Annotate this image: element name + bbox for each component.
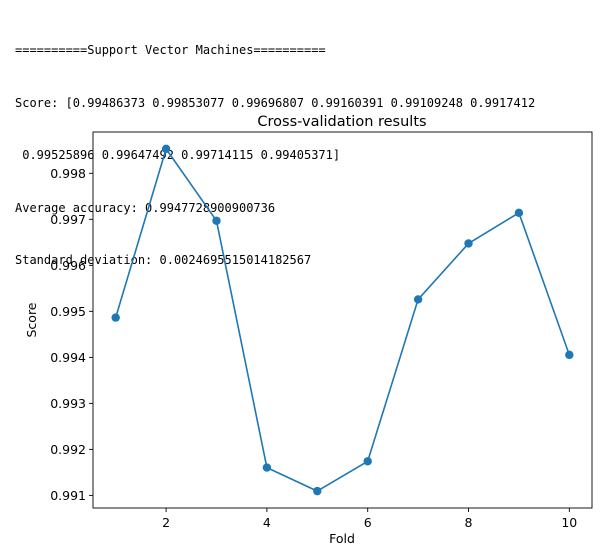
data-point: [464, 239, 473, 248]
console-line-average: Average accuracy: 0.9947728900900736: [15, 200, 276, 215]
console-line-score-cont: 0.99525896 0.99647492 0.99714115 0.99405…: [15, 148, 341, 162]
data-point: [363, 457, 372, 466]
y-tick-label: 0.994: [50, 350, 86, 365]
plot-area: 2 4 6 8 10 0.991 0.992 0.993 0.994 0.995 0.996 0.99…: [50, 131, 593, 530]
x-tick-label: 10: [561, 515, 577, 530]
data-point: [212, 216, 221, 225]
y-tick-label: 0.992: [50, 442, 86, 457]
data-point: [413, 295, 423, 304]
y-tick-label: 0.993: [50, 396, 86, 411]
y-tick-label: 0.991: [50, 488, 86, 503]
x-tick-label: 4: [263, 515, 271, 530]
x-tick-label: 8: [465, 515, 473, 530]
x-axis-label: Fold: [329, 531, 355, 546]
y-tick-label: 0.995: [50, 304, 86, 319]
y-tick-label: 0.996: [50, 258, 86, 273]
y-axis-label: Score: [24, 302, 39, 337]
data-point: [514, 208, 524, 218]
x-tick-label: 6: [364, 515, 372, 530]
y-tick-label: 0.998: [50, 166, 86, 181]
data-point: [161, 144, 171, 154]
data-point: [262, 463, 272, 472]
data-point: [565, 350, 574, 360]
console-line-score: Score: [0.99486373 0.99853077 0.99696807…: [15, 95, 536, 110]
x-tick-label: 2: [162, 515, 170, 530]
console-line-header: ==========Support Vector Machines=======…: [15, 43, 326, 57]
data-point: [111, 313, 120, 322]
data-point: [313, 486, 322, 496]
chart-title: Cross-validation results: [257, 114, 426, 130]
axes-frame: [92, 131, 593, 509]
series-line: [114, 148, 571, 492]
console-line-stddev: Standard deviation: 0.002469551501418256…: [15, 253, 312, 267]
y-tick-label: 0.997: [50, 212, 86, 227]
console-output: ==========Support Vector Machines=======…: [15, 7, 535, 287]
